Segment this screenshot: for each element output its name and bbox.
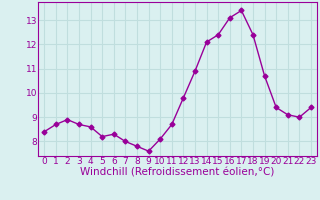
X-axis label: Windchill (Refroidissement éolien,°C): Windchill (Refroidissement éolien,°C) bbox=[80, 168, 275, 178]
